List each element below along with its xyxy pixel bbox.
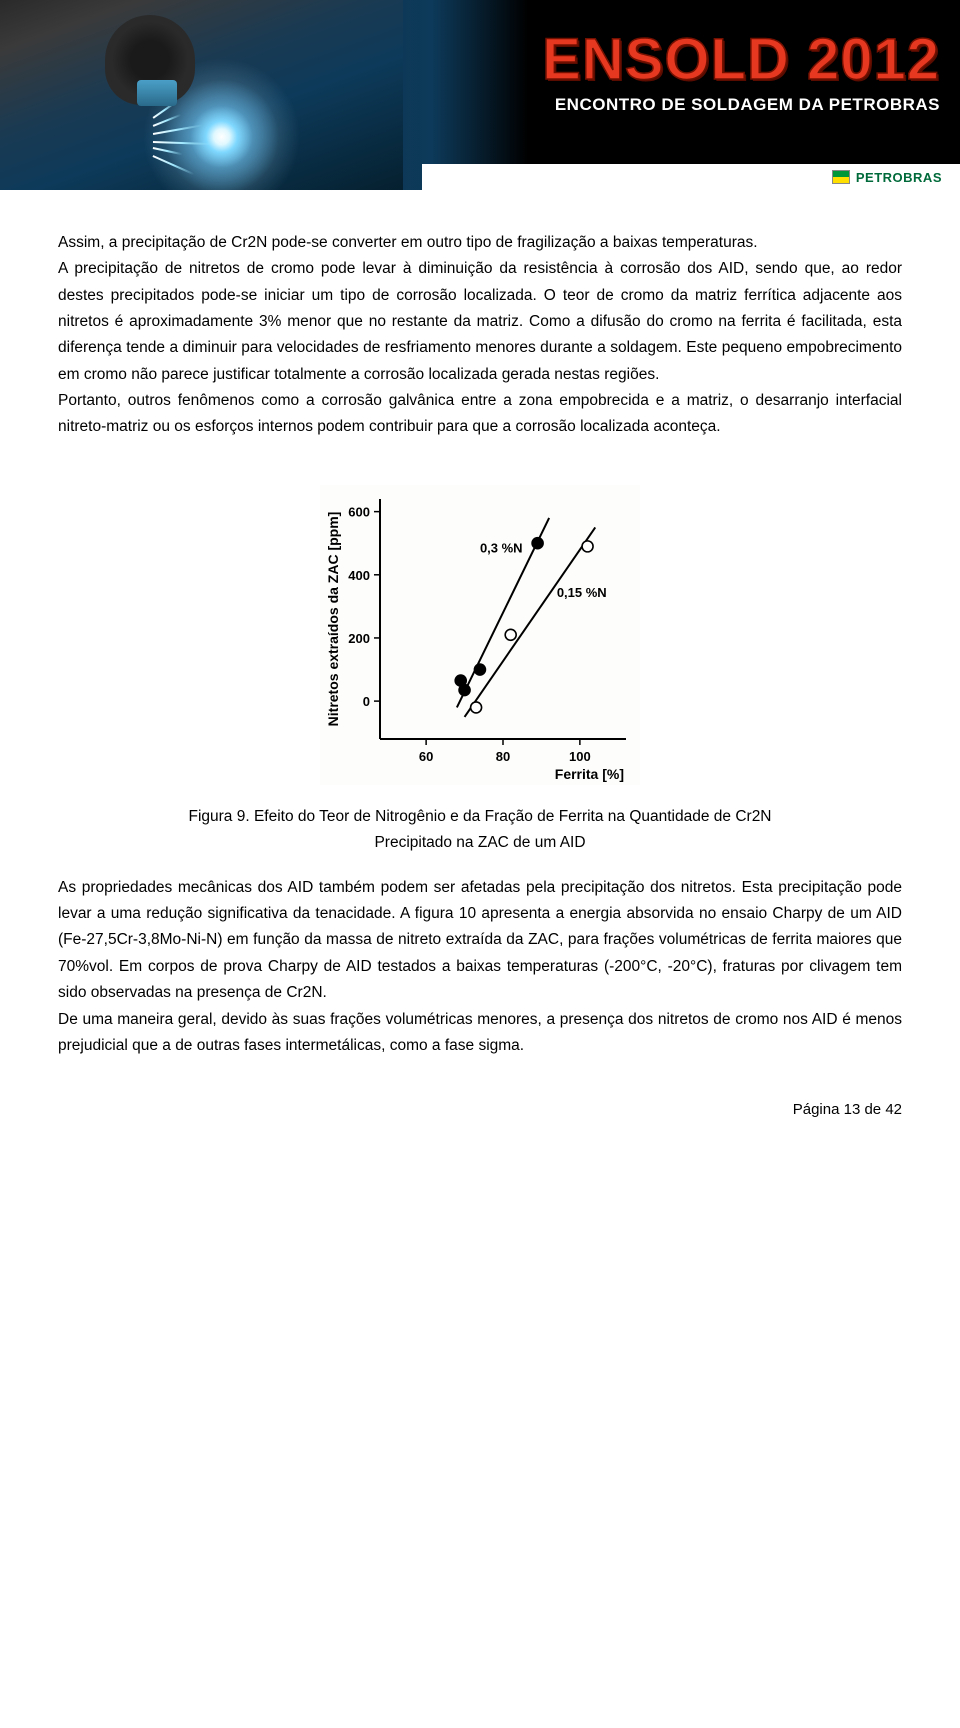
paragraph-3: Portanto, outros fenômenos como a corros… (58, 388, 902, 441)
petrobras-name: PETROBRAS (856, 170, 942, 185)
paragraph-1: Assim, a precipitação de Cr2N pode-se co… (58, 230, 902, 256)
banner-title-main: ENSOLD 2012 (542, 26, 940, 93)
svg-text:100: 100 (569, 749, 591, 764)
svg-text:60: 60 (419, 749, 433, 764)
banner-title-block: ENSOLD 2012 ENCONTRO DE SOLDAGEM DA PETR… (542, 26, 940, 115)
svg-text:0,15 %N: 0,15 %N (557, 585, 607, 600)
banner-company-strip: PETROBRAS (422, 164, 960, 190)
figure-9-chart: 0 200 400 600 60 80 100 Ferrita [%] Nitretos ext… (320, 485, 640, 785)
svg-text:200: 200 (348, 631, 370, 646)
petrobras-flag-icon (832, 170, 850, 184)
figure-9-caption-line2: Precipitado na ZAC de um AID (374, 834, 585, 851)
figure-9-caption-line1: Figura 9. Efeito do Teor de Nitrogênio e… (188, 808, 771, 825)
figure-9: 0 200 400 600 60 80 100 Ferrita [%] Nitretos ext… (58, 485, 902, 857)
figure-9-caption: Figura 9. Efeito do Teor de Nitrogênio e… (58, 804, 902, 857)
svg-text:80: 80 (496, 749, 510, 764)
header-banner: ENSOLD 2012 ENCONTRO DE SOLDAGEM DA PETR… (0, 0, 960, 190)
paragraph-2: A precipitação de nitretos de cromo pode… (58, 256, 902, 388)
svg-text:Ferrita [%]: Ferrita [%] (555, 766, 624, 782)
banner-title-sub: ENCONTRO DE SOLDAGEM DA PETROBRAS (542, 95, 940, 115)
paragraph-4: As propriedades mecânicas dos AID também… (58, 875, 902, 1007)
welding-sparks (153, 105, 333, 185)
svg-text:0,3 %N: 0,3 %N (480, 540, 523, 555)
svg-text:Nitretos extraídos da ZAC [pp: Nitretos extraídos da ZAC [ppm] (325, 511, 341, 726)
page-body: Assim, a precipitação de Cr2N pode-se co… (0, 190, 960, 1089)
svg-text:400: 400 (348, 568, 370, 583)
svg-text:0: 0 (363, 694, 370, 709)
paragraph-5: De uma maneira geral, devido às suas fra… (58, 1007, 902, 1060)
page-number: Página 13 de 42 (0, 1089, 960, 1136)
svg-text:600: 600 (348, 504, 370, 519)
banner-welding-photo (0, 0, 403, 190)
